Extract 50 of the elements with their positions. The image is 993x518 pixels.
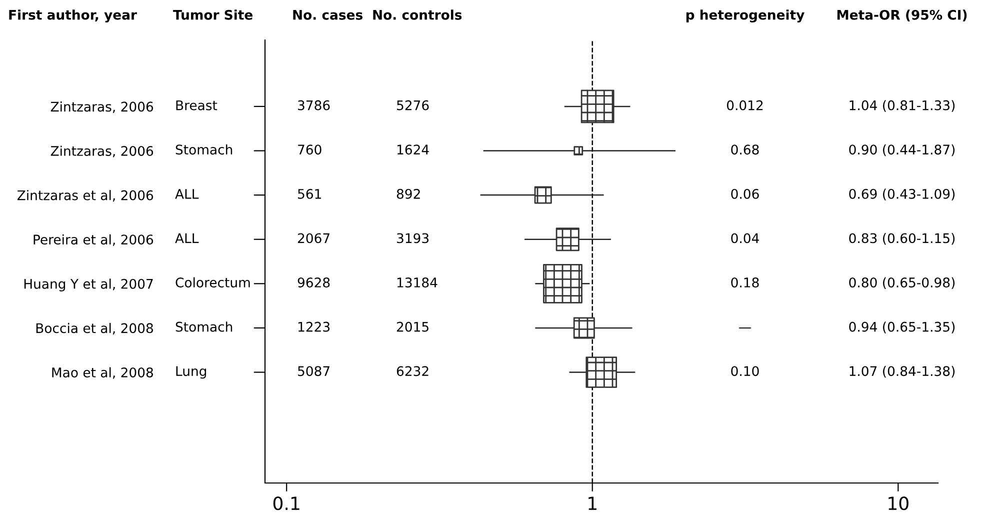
y-tick-label: Zintzaras et al, 2006: [17, 190, 154, 202]
annotation: 1.07 (0.84-1.38): [850, 366, 955, 378]
text: No. cases: [293, 10, 362, 20]
annotation: 5276: [397, 100, 429, 110]
annotation: 561: [298, 188, 321, 199]
annotation: 1624: [397, 144, 429, 155]
text: ALL: [175, 189, 199, 199]
y-tick-label: Zintzaras, 2006: [50, 146, 154, 158]
annotation: 0.18: [731, 278, 759, 288]
text: Meta-OR (95% CI): [837, 10, 967, 22]
text: p heterogeneity: [686, 10, 804, 22]
annotation: 0.80 (0.65-0.98): [849, 277, 955, 290]
annotation: 0.06: [731, 188, 759, 199]
annotation: 760: [298, 144, 322, 155]
annotation: 5087: [298, 366, 330, 376]
annotation: 0.83 (0.60-1.15): [849, 232, 955, 245]
annotation: 0.68: [731, 144, 759, 155]
annotation: 9628: [298, 278, 330, 288]
annotation: 2067: [298, 233, 330, 244]
text: Breast: [176, 100, 218, 110]
text: Colorectum: [176, 277, 250, 288]
text: Stomach: [176, 144, 232, 155]
annotation: 892: [396, 188, 420, 199]
text: Tumor Site: [173, 10, 252, 20]
text: No. controls: [373, 10, 462, 20]
x-tick-label: 10: [888, 496, 908, 510]
annotation: 0.04: [731, 233, 759, 244]
y-axis-title: First author, year: [9, 10, 137, 22]
text: ALL: [175, 233, 199, 243]
annotation: 1.04 (0.81-1.33): [850, 100, 955, 112]
annotation: 6232: [396, 366, 428, 376]
annotation: 0.69 (0.43-1.09): [849, 188, 955, 200]
annotation: 13184: [397, 278, 438, 288]
annotation: 1223: [298, 322, 330, 332]
annotation: 3193: [397, 233, 429, 244]
annotation: 0.90 (0.44-1.87): [849, 144, 955, 156]
x-tick-label: 0.1: [273, 496, 300, 510]
y-tick-label: Mao et al, 2008: [52, 367, 153, 379]
y-tick-label: Huang Y et al, 2007: [24, 278, 153, 292]
x-tick-label: 1: [588, 496, 596, 510]
annotation: 0.10: [731, 366, 759, 376]
y-tick-label: Boccia et al, 2008: [36, 322, 153, 334]
y-tick-label: Pereira et al, 2006: [34, 234, 154, 246]
text: Stomach: [176, 322, 232, 332]
annotation: 0.94 (0.65-1.35): [849, 322, 955, 334]
annotation: 0.012: [726, 100, 763, 110]
annotation: 3786: [298, 100, 330, 110]
annotation: 2015: [396, 322, 428, 332]
text: Lung: [176, 366, 206, 379]
y-tick-label: Zintzaras, 2006: [50, 101, 154, 113]
